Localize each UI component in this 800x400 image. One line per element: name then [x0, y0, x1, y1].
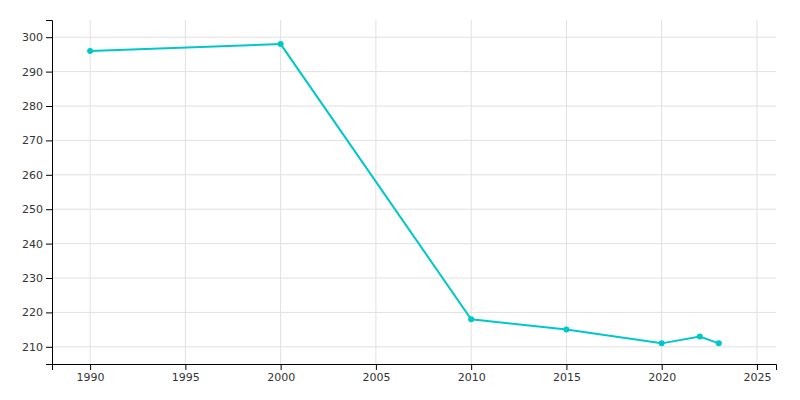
marker — [468, 316, 474, 322]
x-tick-mark — [281, 364, 282, 370]
x-tick-label: 2025 — [743, 371, 771, 384]
y-axis-line — [46, 21, 53, 365]
x-tick-mark — [185, 364, 186, 370]
y-tick-mark — [46, 278, 52, 279]
y-grid-line — [52, 71, 776, 72]
y-tick-label: 280 — [22, 100, 43, 113]
x-tick-label: 1995 — [172, 371, 200, 384]
y-tick-mark — [46, 209, 52, 210]
x-tick: 2025 — [743, 364, 771, 384]
y-tick-label: 300 — [22, 31, 43, 44]
y-tick-label: 250 — [22, 203, 43, 216]
y-tick: 280 — [22, 100, 52, 113]
x-tick: 1995 — [172, 364, 200, 384]
x-tick-mark — [662, 364, 663, 370]
x-tick-mark — [90, 364, 91, 370]
y-grid-line — [52, 243, 776, 244]
marker — [716, 340, 722, 346]
y-tick: 210 — [22, 341, 52, 354]
marker — [87, 48, 93, 54]
x-tick-label: 2000 — [267, 371, 295, 384]
x-tick: 2010 — [458, 364, 486, 384]
x-tick: 2020 — [648, 364, 676, 384]
y-grid-line — [52, 174, 776, 175]
y-tick: 270 — [22, 134, 52, 147]
y-grid-line — [52, 346, 776, 347]
marker — [659, 340, 665, 346]
y-tick: 290 — [22, 66, 52, 79]
y-tick: 300 — [22, 31, 52, 44]
y-tick-label: 230 — [22, 272, 43, 285]
y-tick-mark — [46, 175, 52, 176]
x-tick: 1990 — [77, 364, 105, 384]
x-tick: 2000 — [267, 364, 295, 384]
y-tick: 250 — [22, 203, 52, 216]
x-tick-mark — [566, 364, 567, 370]
chart: 1990 1995 2000 2005 2010 2015 2020 2025 210 220 23… — [0, 0, 800, 400]
x-tick-mark — [471, 364, 472, 370]
y-tick-label: 260 — [22, 169, 43, 182]
x-tick-mark — [757, 364, 758, 370]
x-tick-label: 2010 — [458, 371, 486, 384]
y-tick-mark — [46, 72, 52, 73]
line — [90, 44, 719, 343]
marker — [563, 327, 569, 333]
x-tick: 2005 — [362, 364, 390, 384]
y-axis: 210 220 230 240 250 260 270 280 290 300 — [22, 21, 53, 365]
y-tick-label: 270 — [22, 134, 43, 147]
marker — [278, 41, 284, 47]
y-tick-label: 240 — [22, 238, 43, 251]
y-tick: 260 — [22, 169, 52, 182]
y-tick-label: 220 — [22, 306, 43, 319]
x-axis-line — [53, 365, 777, 371]
x-tick-mark — [376, 364, 377, 370]
y-grid-line — [52, 209, 776, 210]
x-tick-label: 1990 — [77, 371, 105, 384]
y-tick: 230 — [22, 272, 52, 285]
x-tick-label: 2015 — [553, 371, 581, 384]
x-tick-label: 2005 — [362, 371, 390, 384]
x-tick-label: 2020 — [648, 371, 676, 384]
y-grid-line — [52, 37, 776, 38]
marker — [697, 333, 703, 339]
y-tick: 220 — [22, 306, 52, 319]
x-tick: 2015 — [553, 364, 581, 384]
y-grid-line — [52, 278, 776, 279]
grid — [52, 20, 776, 364]
x-axis: 1990 1995 2000 2005 2010 2015 2020 2025 — [53, 364, 777, 384]
y-tick: 240 — [22, 238, 52, 251]
y-tick-mark — [46, 347, 52, 348]
marks — [87, 41, 722, 346]
y-grid-line — [52, 312, 776, 313]
y-tick-mark — [46, 37, 52, 38]
y-tick-mark — [46, 244, 52, 245]
y-grid-line — [52, 140, 776, 141]
y-tick-mark — [46, 106, 52, 107]
y-grid-line — [52, 106, 776, 107]
y-tick-label: 210 — [22, 341, 43, 354]
y-tick-mark — [46, 312, 52, 313]
y-tick-mark — [46, 140, 52, 141]
y-tick-label: 290 — [22, 66, 43, 79]
plot-area: 1990 1995 2000 2005 2010 2015 2020 2025 210 220 23… — [22, 20, 777, 384]
